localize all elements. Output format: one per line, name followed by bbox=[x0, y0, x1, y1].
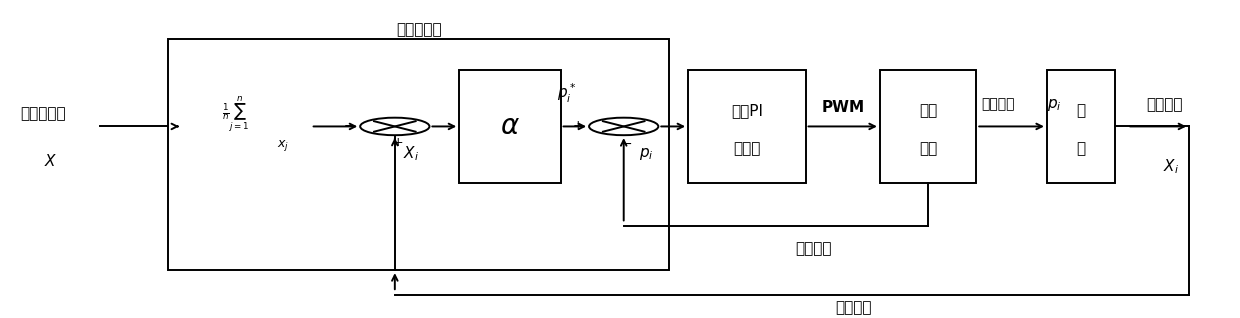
Text: 池: 池 bbox=[1076, 141, 1085, 156]
Text: $p_i$: $p_i$ bbox=[639, 146, 653, 162]
Bar bbox=[169, 39, 670, 270]
Bar bbox=[1047, 70, 1115, 183]
Text: 功率反馈: 功率反馈 bbox=[795, 241, 831, 256]
Text: $p_i^*$: $p_i^*$ bbox=[557, 81, 577, 105]
Text: $x_{j}$: $x_{j}$ bbox=[277, 138, 289, 153]
Text: $\frac{1}{n}\sum_{j=1}^{n}$: $\frac{1}{n}\sum_{j=1}^{n}$ bbox=[222, 94, 249, 134]
Circle shape bbox=[360, 118, 429, 135]
Text: 均衡: 均衡 bbox=[919, 103, 937, 118]
Text: 各电池电量: 各电池电量 bbox=[20, 107, 66, 121]
Bar bbox=[688, 70, 806, 183]
Bar bbox=[181, 70, 311, 183]
Bar bbox=[459, 70, 560, 183]
Text: PWM: PWM bbox=[821, 100, 864, 115]
Circle shape bbox=[589, 118, 658, 135]
Text: 电路: 电路 bbox=[919, 141, 937, 156]
Text: 电量反馈: 电量反馈 bbox=[836, 300, 872, 315]
Text: 外环控制器: 外环控制器 bbox=[396, 22, 441, 37]
Text: $X$: $X$ bbox=[45, 153, 57, 169]
Text: $+$: $+$ bbox=[572, 119, 583, 132]
Text: $X_i$: $X_i$ bbox=[403, 145, 419, 163]
Text: $p_i$: $p_i$ bbox=[1047, 97, 1061, 113]
Text: $+$: $+$ bbox=[392, 136, 403, 149]
Text: 占比PI: 占比PI bbox=[730, 103, 763, 118]
Text: $X_i$: $X_i$ bbox=[1163, 158, 1178, 176]
Text: 调节器: 调节器 bbox=[733, 141, 760, 156]
Text: 电: 电 bbox=[1076, 103, 1085, 118]
Text: $-$: $-$ bbox=[343, 119, 353, 132]
Text: 实际功率: 实际功率 bbox=[981, 98, 1014, 112]
Bar bbox=[880, 70, 976, 183]
Text: $\alpha$: $\alpha$ bbox=[500, 113, 520, 141]
Text: $-$: $-$ bbox=[621, 136, 631, 149]
Text: 电池电量: 电池电量 bbox=[1147, 97, 1183, 112]
